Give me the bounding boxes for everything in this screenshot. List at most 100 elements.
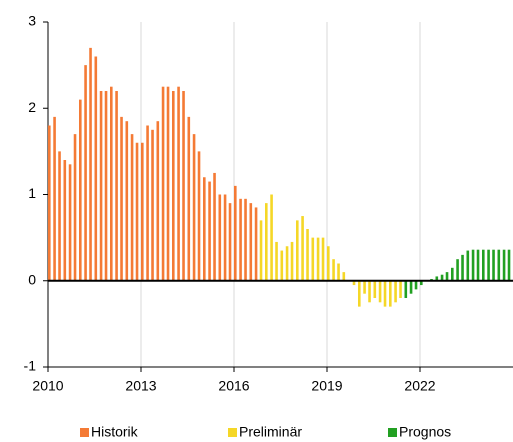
bar	[280, 250, 284, 281]
bar	[239, 198, 242, 281]
bar	[363, 280, 366, 294]
bar	[471, 249, 475, 281]
bar	[58, 151, 61, 281]
bar	[99, 91, 103, 281]
bar	[311, 237, 315, 281]
legend-label: Preliminär	[239, 424, 302, 440]
bar	[482, 249, 485, 281]
bar	[404, 280, 408, 298]
bar	[378, 280, 382, 303]
bar	[296, 220, 299, 281]
bar	[352, 280, 356, 286]
x-tick-label: 2019	[311, 378, 342, 394]
bar	[228, 203, 232, 281]
bar	[182, 91, 185, 281]
bar	[48, 125, 51, 281]
bar	[414, 280, 418, 290]
bar	[53, 116, 56, 281]
x-tick-label: 2010	[32, 378, 63, 394]
legend-swatch	[228, 428, 237, 437]
bar	[420, 280, 423, 286]
legend-label: Historik	[91, 424, 139, 440]
bar	[151, 129, 154, 281]
bar	[265, 203, 268, 281]
bar	[502, 249, 506, 281]
bar	[135, 142, 139, 281]
legend-label: Prognos	[399, 424, 451, 440]
bar	[254, 207, 258, 281]
bar	[342, 272, 346, 281]
bar	[79, 99, 82, 281]
bar	[84, 65, 87, 281]
bar	[327, 246, 330, 281]
bar	[125, 121, 129, 281]
bar	[507, 249, 511, 281]
bar	[177, 86, 180, 281]
bar	[358, 280, 361, 307]
x-tick-label: 2016	[218, 378, 249, 394]
y-tick-label: 0	[28, 271, 36, 287]
bar	[146, 125, 149, 281]
bar	[89, 47, 92, 281]
bar	[332, 259, 335, 281]
bar	[440, 274, 444, 281]
bar	[466, 250, 470, 281]
bar	[156, 121, 160, 281]
bar	[476, 249, 480, 281]
y-tick-label: -1	[24, 358, 37, 374]
bar	[492, 249, 495, 281]
bar	[487, 249, 490, 281]
bar	[451, 267, 454, 281]
bar	[285, 246, 289, 281]
bar	[497, 249, 501, 281]
bar	[234, 185, 237, 281]
bar	[409, 280, 413, 294]
bar	[218, 194, 222, 281]
bar	[161, 86, 165, 281]
bar	[394, 280, 397, 303]
bar	[73, 134, 77, 281]
x-tick-label: 2022	[404, 378, 435, 394]
bar	[383, 280, 387, 307]
bar	[373, 280, 377, 298]
bar	[203, 177, 206, 281]
bar	[63, 160, 67, 281]
bar	[316, 237, 320, 281]
bar	[104, 91, 108, 281]
bar	[290, 241, 294, 281]
bar	[445, 272, 449, 281]
bar	[270, 194, 273, 281]
bar	[306, 229, 309, 281]
bar	[301, 216, 304, 281]
x-tick-label: 2013	[125, 378, 156, 394]
bar	[321, 237, 325, 281]
bar	[120, 116, 123, 281]
bar	[368, 280, 371, 303]
y-tick-label: 3	[28, 13, 36, 29]
bar	[94, 56, 98, 281]
legend-swatch	[388, 428, 397, 437]
bar	[249, 203, 253, 281]
bar	[456, 259, 459, 281]
bar	[115, 91, 118, 281]
bar	[68, 164, 72, 281]
bar	[192, 134, 196, 281]
bar	[223, 194, 227, 281]
bar	[197, 151, 201, 281]
bar	[399, 280, 402, 298]
bar	[130, 134, 134, 281]
bar	[337, 263, 340, 281]
bar	[389, 280, 392, 307]
bar	[187, 116, 191, 281]
bar	[141, 142, 144, 281]
bar	[435, 276, 439, 281]
bar	[461, 254, 464, 281]
bar	[110, 86, 113, 281]
bar	[244, 198, 247, 281]
bar	[213, 172, 216, 281]
legend-swatch	[80, 428, 89, 437]
bar	[172, 91, 175, 281]
bar	[275, 241, 278, 281]
bar	[166, 86, 170, 281]
